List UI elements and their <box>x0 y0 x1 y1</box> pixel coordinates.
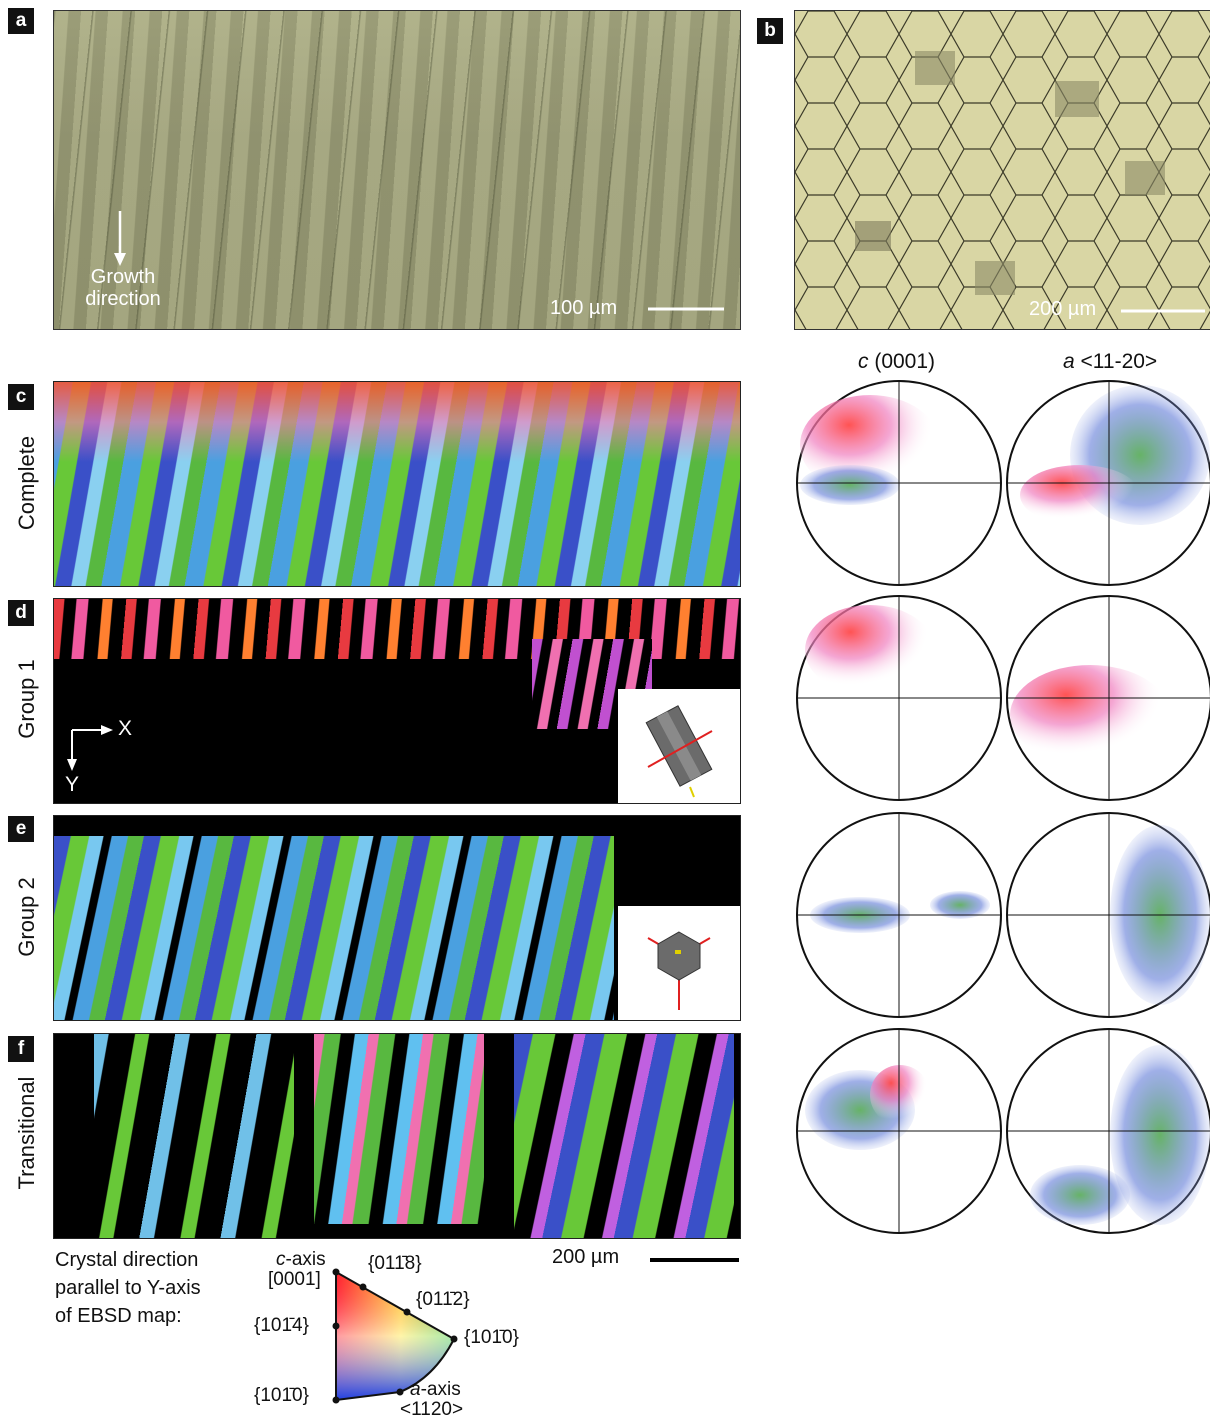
ipf-label-1014: {101̄4} <box>254 1315 309 1336</box>
a-header-italic: a <box>1063 350 1075 373</box>
pole-figure-c-group-2 <box>796 812 1002 1018</box>
ipf-a-axis-index: <1120> <box>400 1399 464 1420</box>
scale-bar-label-a: 100 µm <box>550 297 618 319</box>
pole-figure-a-group-2 <box>1006 812 1210 1018</box>
growth-direction-label-1: Growth <box>90 266 156 288</box>
pole-figure-a-group-1 <box>1006 595 1210 801</box>
a-pole-figure-header: a <11-20> <box>1063 350 1157 374</box>
row-label-transitional: Transitional <box>14 1076 39 1190</box>
ipf-label-0118: {011̄8} <box>368 1253 422 1274</box>
pole-figure-a-complete <box>1006 380 1210 586</box>
ipf-a-axis-label: a-axis <box>410 1379 461 1400</box>
ipf-label-1010-right: {101̄0} <box>464 1327 519 1348</box>
c-header-italic: c <box>858 350 869 373</box>
micrograph-columnar-grains: Growth direction 100 µm <box>53 10 741 330</box>
ebsd-map-transitional <box>53 1033 741 1239</box>
ebsd-map-group-1: X Y <box>53 598 741 804</box>
row-label-complete: Complete <box>14 435 39 531</box>
c-header-rest: (0001) <box>868 350 936 373</box>
c-pole-figure-header: c (0001) <box>858 350 935 374</box>
panel-letter-d: d <box>8 600 34 626</box>
legend-title: Crystal direction parallel to Y-axis of … <box>55 1246 201 1330</box>
growth-direction-label-2: direction <box>85 288 161 310</box>
pole-figure-c-transitional <box>796 1028 1002 1234</box>
ebsd-map-complete <box>53 381 741 587</box>
panel-letter-a: a <box>8 8 34 34</box>
crystal-orientation-inset-2 <box>618 906 740 1020</box>
micrograph-equiaxed-grains: 200 µm <box>794 10 1210 330</box>
axis-y-label: Y <box>65 773 80 796</box>
row-label-group-1: Group 1 <box>14 659 39 739</box>
panel-letter-b: b <box>757 18 783 44</box>
ipf-color-key-triangle <box>332 1268 458 1404</box>
panel-letter-c: c <box>8 384 34 410</box>
legend-title-line-1: Crystal direction <box>55 1249 199 1271</box>
ipf-c-axis-label: c-axis <box>276 1249 326 1270</box>
pole-figure-c-complete <box>796 380 1002 586</box>
crystal-orientation-inset-1 <box>618 689 740 803</box>
map-scale-bar-label: 200 µm <box>552 1246 620 1268</box>
map-scale-bar <box>650 1258 739 1262</box>
panel-letter-e: e <box>8 816 34 842</box>
pole-figure-c-group-1 <box>796 595 1002 801</box>
ipf-label-1010-bottom: {101̄0} <box>254 1385 309 1406</box>
pole-figure-a-transitional <box>1006 1028 1210 1234</box>
legend-title-line-2: parallel to Y-axis <box>55 1277 201 1299</box>
ipf-label-0112: {011̄2} <box>416 1289 470 1310</box>
pole-figure-grid <box>796 380 1210 1234</box>
row-label-group-2: Group 2 <box>14 877 39 957</box>
ebsd-map-group-2 <box>53 815 741 1021</box>
axis-x-label: X <box>118 717 133 740</box>
ipf-c-axis-index: [0001] <box>268 1269 321 1290</box>
legend-title-line-3: of EBSD map: <box>55 1305 182 1327</box>
panel-letter-f: f <box>8 1036 34 1062</box>
a-header-rest: <11-20> <box>1074 350 1158 373</box>
scale-bar-label-b: 200 µm <box>1029 298 1097 320</box>
